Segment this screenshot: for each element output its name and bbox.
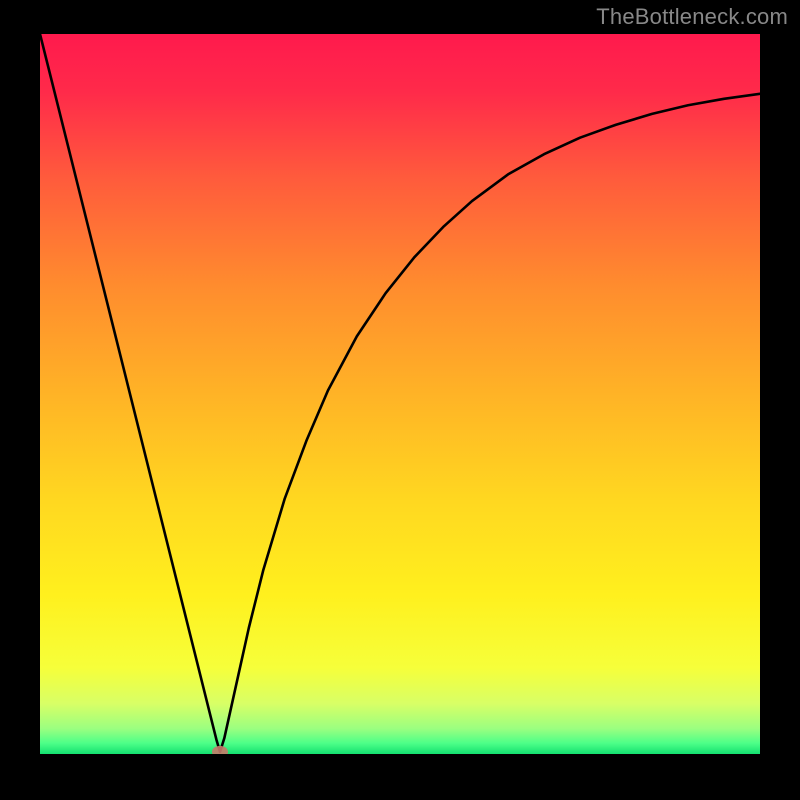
plot-area [40, 34, 760, 754]
plot-background [40, 34, 760, 754]
chart-svg [40, 34, 760, 754]
watermark-text: TheBottleneck.com [596, 4, 788, 30]
chart-container: TheBottleneck.com [0, 0, 800, 800]
